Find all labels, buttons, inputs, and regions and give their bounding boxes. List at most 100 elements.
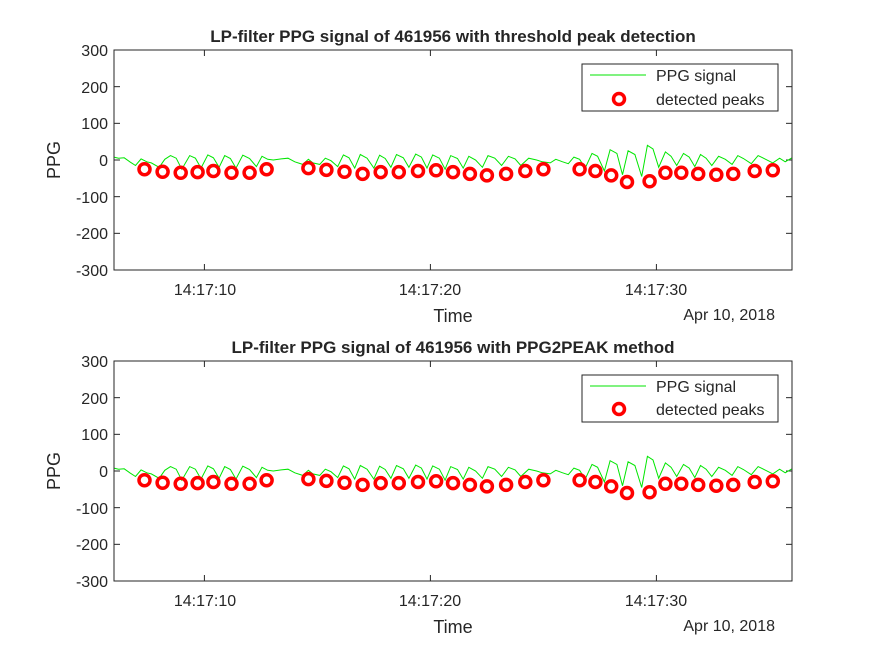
detected-peak-marker <box>445 164 461 180</box>
axes-box-top <box>113 49 793 271</box>
detected-peak-marker <box>462 477 478 493</box>
x-tick-label: 14:17:30 <box>625 282 687 299</box>
detected-peak-marker <box>224 165 239 181</box>
ppg-signal-line <box>113 455 793 488</box>
y-tick-label: -300 <box>76 263 108 280</box>
detected-peak-marker <box>572 161 587 177</box>
detected-peak-marker <box>690 477 706 493</box>
detected-peak-marker <box>301 160 316 176</box>
detected-peak-marker <box>391 164 407 180</box>
date-label-top: Apr 10, 2018 <box>683 307 775 324</box>
chart-top: LP-filter PPG signal of 461956 with thre… <box>44 27 793 326</box>
y-tick-label: -200 <box>76 537 108 554</box>
detected-peak-marker <box>137 472 152 488</box>
legend-marker-swatch <box>611 91 627 107</box>
detected-peak-marker <box>462 166 478 182</box>
detected-peak-marker <box>588 474 603 490</box>
detected-peak-marker <box>259 161 274 177</box>
detected-peak-marker <box>410 474 426 490</box>
y-tick-label: 0 <box>99 153 108 170</box>
detected-peak-marker <box>747 474 762 490</box>
detected-peak-marker <box>725 477 741 493</box>
y-tick-label: 300 <box>81 354 108 371</box>
detected-peak-marker <box>765 474 781 489</box>
detected-peak-marker <box>518 163 533 179</box>
legend-entry-peaks: detected peaks <box>656 402 765 419</box>
detected-peak-marker <box>173 476 188 492</box>
detected-peak-marker <box>709 478 724 493</box>
detected-peak-marker <box>337 475 352 490</box>
detected-peak-marker <box>498 477 514 493</box>
detected-peak-marker <box>619 485 635 501</box>
chart-top-title: LP-filter PPG signal of 461956 with thre… <box>210 27 696 46</box>
detected-peak-marker <box>155 164 170 179</box>
detected-peak-marker <box>224 476 239 492</box>
detected-peak-marker <box>373 164 388 180</box>
legend-entry-signal: PPG signal <box>656 379 736 396</box>
plot-area-top <box>113 49 793 271</box>
detected-peak-marker <box>337 164 352 179</box>
y-tick-label: 100 <box>81 116 108 133</box>
detected-peak-marker <box>642 485 657 500</box>
detected-peak-marker <box>355 166 370 182</box>
detected-peak-marker <box>137 161 152 177</box>
detected-peak-marker <box>619 174 635 190</box>
detected-peak-marker <box>690 166 706 182</box>
detected-peak-marker <box>373 475 388 491</box>
x-axis-label-top: Time <box>433 306 472 326</box>
legend-entry-signal: PPG signal <box>656 68 736 85</box>
x-tick-label: 14:17:20 <box>399 282 461 299</box>
detected-peak-marker <box>674 165 689 181</box>
detected-peak-marker <box>190 164 205 180</box>
detected-peak-marker <box>242 476 257 492</box>
detected-peak-marker <box>765 163 781 178</box>
detected-peak-marker <box>536 161 551 177</box>
y-axis-label-bottom: PPG <box>44 452 64 490</box>
detected-peak-marker <box>301 471 316 487</box>
detected-peak-marker <box>428 163 444 178</box>
x-tick-label: 14:17:20 <box>399 593 461 610</box>
x-axis-label-bottom: Time <box>433 617 472 637</box>
date-label-bottom: Apr 10, 2018 <box>683 618 775 635</box>
legend-marker-swatch <box>611 401 627 417</box>
x-tick-label: 14:17:10 <box>174 282 236 299</box>
legend-bottom: PPG signal detected peaks <box>581 374 779 423</box>
detected-peak-marker <box>410 163 426 179</box>
axes-box-bottom <box>113 360 793 582</box>
y-tick-label: -100 <box>76 190 108 207</box>
detected-peak-marker <box>709 167 724 182</box>
detected-peak-marker <box>747 163 762 179</box>
chart-bottom-title: LP-filter PPG signal of 461956 with PPG2… <box>231 338 674 357</box>
detected-peak-marker <box>518 474 533 490</box>
x-tick-labels-top: 14:17:10 14:17:20 14:17:30 <box>174 282 687 299</box>
y-tick-label: -100 <box>76 501 108 518</box>
detected-peak-marker <box>725 166 741 182</box>
detected-peak-marker <box>155 475 170 490</box>
y-tick-label: 200 <box>81 80 108 97</box>
detected-peak-marker <box>428 474 444 489</box>
detected-peak-marker <box>588 163 603 179</box>
detected-peak-marker <box>603 479 619 494</box>
detected-peak-marker <box>259 472 274 488</box>
detected-peak-marker <box>391 475 407 491</box>
y-tick-label: -200 <box>76 226 108 243</box>
detected-peak-marker <box>190 475 205 491</box>
plot-area-bottom <box>113 360 793 582</box>
x-tick-labels-bottom: 14:17:10 14:17:20 14:17:30 <box>174 593 687 610</box>
detected-peak-marker <box>642 174 657 189</box>
detected-peak-marker <box>355 477 370 493</box>
y-tick-label: -300 <box>76 574 108 591</box>
y-tick-label: 300 <box>81 43 108 60</box>
ppg-signal-line <box>113 144 793 177</box>
y-tick-labels-bottom: 300 200 100 0 -100 -200 -300 <box>76 354 108 591</box>
detected-peak-marker <box>498 166 514 182</box>
legend-entry-peaks: detected peaks <box>656 92 765 109</box>
detected-peak-marker <box>479 479 495 494</box>
detected-peak-marker <box>658 476 673 492</box>
detected-peak-marker <box>479 168 495 183</box>
y-tick-label: 200 <box>81 391 108 408</box>
detected-peak-marker <box>173 165 188 181</box>
legend-top: PPG signal detected peaks <box>581 63 779 112</box>
y-tick-label: 100 <box>81 427 108 444</box>
